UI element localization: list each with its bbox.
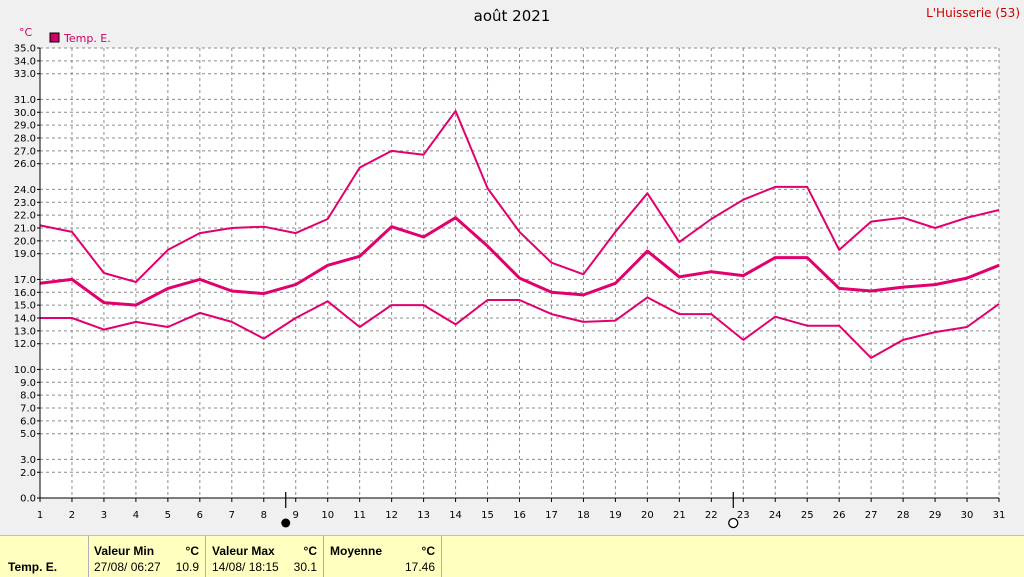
- max-when: 14/08/ 18:15: [212, 560, 279, 574]
- y-tick-label: 22.0: [14, 211, 36, 222]
- legend-swatch: [49, 32, 60, 43]
- y-tick-label: 23.0: [14, 198, 36, 209]
- y-tick-label: 27.0: [14, 146, 36, 157]
- x-tick-label: 27: [865, 510, 878, 521]
- y-tick-label: 15.0: [14, 301, 36, 312]
- max-value: 30.1: [293, 560, 317, 574]
- y-tick-label: 28.0: [14, 134, 36, 145]
- x-tick-label: 19: [609, 510, 622, 521]
- x-tick-label: 28: [897, 510, 910, 521]
- y-tick-label: 5.0: [20, 429, 36, 440]
- y-unit-label: °C: [19, 26, 33, 39]
- x-tick-label: 15: [481, 510, 494, 521]
- series-line: [39, 216, 1000, 307]
- chart-title: août 2021: [474, 7, 551, 25]
- mean-unit: °C: [421, 544, 435, 558]
- min-unit: °C: [185, 544, 199, 558]
- y-tick-label: 35.0: [14, 44, 36, 55]
- y-tick-label: 16.0: [14, 288, 36, 299]
- footer-mean-cell: Moyenne °C 17.46: [324, 536, 442, 577]
- max-unit: °C: [303, 544, 317, 558]
- x-tick-label: 17: [545, 510, 558, 521]
- x-tick-label: 26: [833, 510, 846, 521]
- x-tick-label: 10: [321, 510, 334, 521]
- x-tick-label: 6: [197, 510, 203, 521]
- y-tick-label: 26.0: [14, 159, 36, 170]
- y-tick-label: 7.0: [20, 404, 36, 415]
- y-tick-label: 17.0: [14, 275, 36, 286]
- min-header: Valeur Min: [94, 544, 155, 558]
- max-header: Valeur Max: [212, 544, 275, 558]
- y-tick-label: 21.0: [14, 224, 36, 235]
- y-tick-label: 3.0: [20, 455, 36, 466]
- footer-max-cell: Valeur Max °C 14/08/ 18:15 30.1: [206, 536, 324, 577]
- min-value: 10.9: [175, 560, 199, 574]
- x-tick-label: 13: [417, 510, 430, 521]
- y-tick-label: 20.0: [14, 236, 36, 247]
- y-tick-label: 12.0: [14, 339, 36, 350]
- y-tick-label: 10.0: [14, 365, 36, 376]
- x-tick-label: 31: [993, 510, 1006, 521]
- y-tick-label: 0.0: [20, 494, 36, 505]
- y-tick-label: 14.0: [14, 314, 36, 325]
- footer-series-cell: Temp. E.: [0, 536, 89, 577]
- station-name: L'Huisserie (53): [926, 6, 1020, 20]
- x-tick-label: 25: [801, 510, 814, 521]
- y-tick-label: 2.0: [20, 468, 36, 479]
- y-tick-label: 31.0: [14, 95, 36, 106]
- mean-value: 17.46: [404, 560, 435, 574]
- temperature-chart: 0.0 2.0 3.0 5.0 6.07.0 8.0 9.0 10.0 12.0 13.014.0…: [14, 6, 1020, 529]
- x-tick-label: 2: [69, 510, 75, 521]
- x-tick-label: 23: [737, 510, 750, 521]
- y-tick-label: 24.0: [14, 185, 36, 196]
- mean-header: Moyenne: [330, 544, 383, 558]
- x-tick-label: 3: [101, 510, 107, 521]
- y-tick-labels: 0.0 2.0 3.0 5.0 6.07.0 8.0 9.0 10.0 12.0 13.014.0…: [14, 44, 40, 505]
- x-tick-label: 24: [769, 510, 782, 521]
- y-tick-label: 13.0: [14, 326, 36, 337]
- moon-markers: [281, 492, 739, 529]
- x-tick-label: 11: [353, 510, 366, 521]
- x-tick-label: 29: [929, 510, 942, 521]
- x-tick-label: 30: [961, 510, 974, 521]
- x-tick-label: 9: [293, 510, 299, 521]
- x-tick-label: 20: [641, 510, 654, 521]
- x-tick-label: 16: [513, 510, 526, 521]
- series-lines: [39, 110, 1000, 359]
- x-tick-label: 12: [385, 510, 398, 521]
- x-tick-labels: 1 2 3 4 5 6 7 8 9 10 11 12 13 14 15 16 17 18 19 20 21 22 23 24 2…: [37, 498, 1006, 521]
- series-line: [40, 296, 1000, 359]
- series-line: [39, 110, 1000, 283]
- x-tick-label: 4: [133, 510, 139, 521]
- y-tick-label: 19.0: [14, 249, 36, 260]
- y-tick-label: 8.0: [20, 391, 36, 402]
- x-tick-label: 18: [577, 510, 590, 521]
- y-tick-label: 29.0: [14, 121, 36, 132]
- x-tick-label: 7: [229, 510, 235, 521]
- y-tick-label: 6.0: [20, 416, 36, 427]
- grid: [40, 47, 1000, 498]
- footer-series-name: Temp. E.: [8, 560, 58, 574]
- full-moon-icon: [728, 517, 739, 529]
- x-tick-label: 14: [449, 510, 462, 521]
- x-tick-label: 1: [37, 510, 43, 521]
- min-when: 27/08/ 06:27: [94, 560, 161, 574]
- x-tick-label: 21: [673, 510, 686, 521]
- new-moon-icon: [281, 518, 291, 528]
- x-tick-label: 22: [705, 510, 718, 521]
- stats-footer: Temp. E. Valeur Min °C 27/08/ 06:27 10.9…: [0, 535, 1024, 577]
- legend-label: Temp. E.: [63, 32, 111, 45]
- y-tick-label: 33.0: [14, 69, 36, 80]
- y-tick-label: 9.0: [20, 378, 36, 389]
- footer-min-cell: Valeur Min °C 27/08/ 06:27 10.9: [89, 536, 206, 577]
- y-tick-label: 34.0: [14, 56, 36, 67]
- x-tick-label: 5: [165, 510, 171, 521]
- y-tick-label: 30.0: [14, 108, 36, 119]
- x-tick-label: 8: [261, 510, 267, 521]
